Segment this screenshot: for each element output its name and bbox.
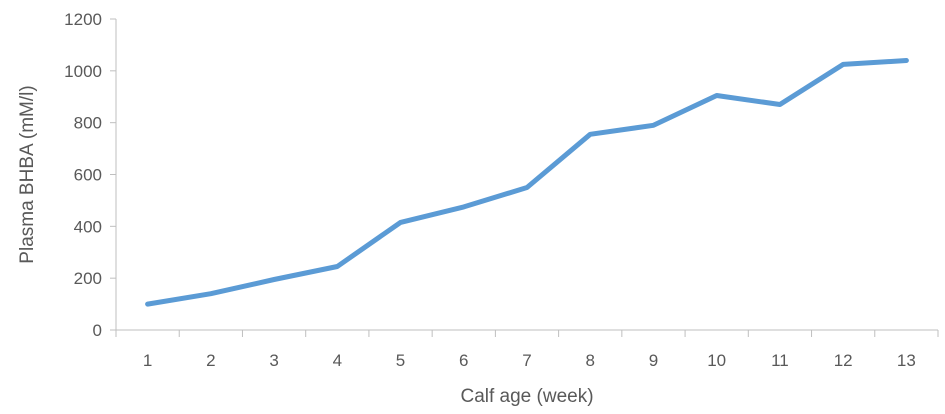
y-tick-label: 800: [74, 114, 102, 133]
x-axis: 1 2 3 4 5 6 7 8 9 10 11 12 13: [115, 329, 939, 370]
y-tick-label: 1000: [64, 62, 102, 81]
x-tick-label: 9: [649, 351, 658, 370]
x-tick-label: 2: [206, 351, 215, 370]
x-axis-title: Calf age (week): [460, 386, 593, 407]
x-tick-label: 13: [897, 351, 916, 370]
y-tick-label: 200: [74, 269, 102, 288]
y-tick-label: 400: [74, 217, 102, 236]
x-tick-label: 1: [143, 351, 152, 370]
x-tick-label: 7: [522, 351, 531, 370]
x-tick-label: 6: [459, 351, 468, 370]
x-tick-marks: [115, 330, 939, 337]
y-tick-label: 1200: [64, 10, 102, 29]
series-layer: [145, 58, 909, 307]
y-axis: 0 200 400 600 800 1000 1200: [64, 10, 117, 340]
x-tick-label: 12: [834, 351, 853, 370]
y-tick-label: 600: [74, 166, 102, 185]
x-tick-label: 11: [771, 351, 789, 370]
x-tick-label: 5: [396, 351, 405, 370]
x-tick-label: 3: [269, 351, 278, 370]
x-tick-label: 8: [585, 351, 594, 370]
y-axis-title: Plasma BHBA (mM/l): [17, 85, 38, 263]
y-tick-labels: 0 200 400 600 800 1000 1200: [64, 10, 116, 340]
x-tick-label: 4: [333, 351, 342, 370]
x-tick-label: 10: [707, 351, 726, 370]
y-tick-label: 0: [93, 321, 102, 340]
x-tick-labels: 1 2 3 4 5 6 7 8 9 10 11 12 13: [143, 351, 916, 370]
series-line: [145, 58, 909, 307]
